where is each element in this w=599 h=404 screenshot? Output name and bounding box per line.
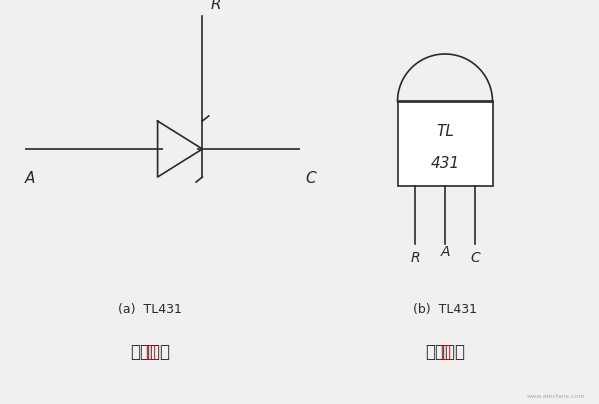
Text: A: A bbox=[25, 171, 35, 186]
Text: 的引脚图: 的引脚图 bbox=[425, 343, 465, 361]
Text: 的等效图: 的等效图 bbox=[130, 343, 170, 361]
Bar bbox=[398, 101, 492, 187]
Text: R: R bbox=[410, 250, 420, 265]
Text: 的: 的 bbox=[145, 343, 155, 361]
Text: A: A bbox=[440, 246, 450, 259]
Text: (b)  TL431: (b) TL431 bbox=[413, 303, 477, 316]
Text: C: C bbox=[470, 250, 480, 265]
Text: C: C bbox=[305, 171, 316, 186]
Text: (a)  TL431: (a) TL431 bbox=[118, 303, 182, 316]
Text: 的: 的 bbox=[440, 343, 450, 361]
Text: TL: TL bbox=[436, 124, 454, 139]
Text: R: R bbox=[210, 0, 221, 12]
Text: 431: 431 bbox=[430, 156, 459, 172]
Text: www.elecfans.com: www.elecfans.com bbox=[527, 394, 585, 399]
